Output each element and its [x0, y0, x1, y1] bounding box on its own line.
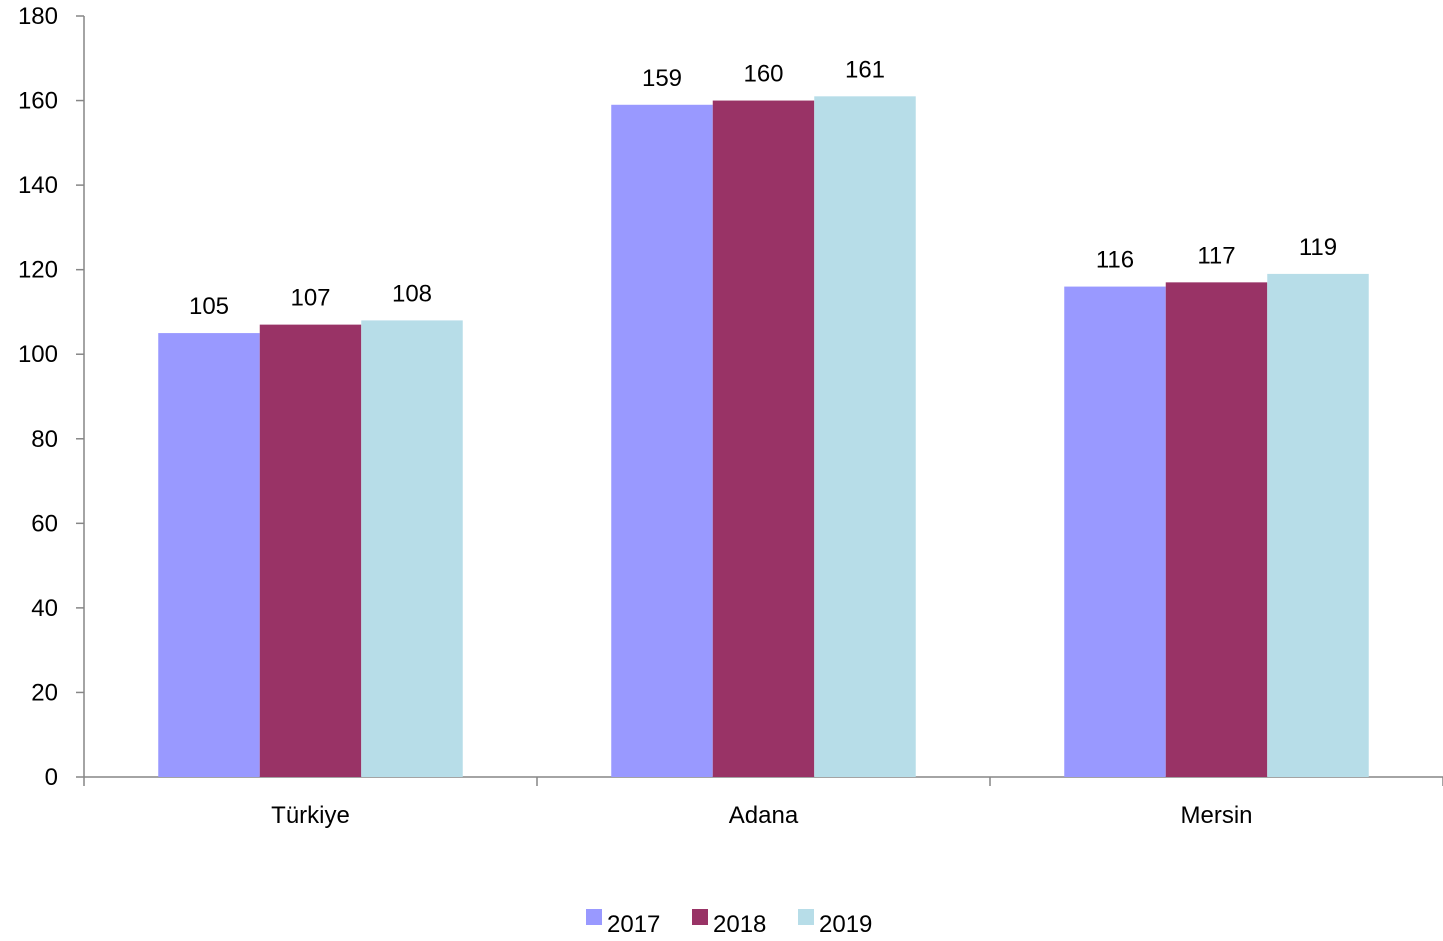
data-label: 108 [392, 280, 432, 307]
legend-swatch-2018 [692, 909, 708, 925]
data-label: 117 [1197, 242, 1235, 269]
bar-2018-Türkiye [259, 324, 362, 777]
data-label: 105 [189, 293, 229, 320]
y-tick-label: 100 [18, 341, 58, 368]
bar-2017-Mersin [1064, 286, 1166, 777]
y-axis: 0 20 40 60 80 100 120 140 160 180 [18, 3, 85, 791]
data-label: 107 [290, 285, 330, 312]
bar-2019-Adana [814, 96, 916, 778]
data-label: 119 [1299, 234, 1337, 261]
data-labels: 105 107 108 159 160 161 116 117 119 [189, 56, 1337, 320]
y-tick-label: 120 [18, 257, 58, 284]
legend-swatch-2017 [586, 909, 602, 925]
y-tick-label: 160 [18, 88, 58, 115]
bar-2018-Mersin [1165, 282, 1268, 777]
legend: 2017 2018 2019 [586, 909, 872, 938]
bar-2017-Adana [611, 104, 713, 778]
y-tick-label: 80 [31, 426, 58, 453]
x-tick-label: Mersin [1180, 802, 1252, 829]
bar-2017-Türkiye [158, 333, 260, 777]
x-tick-label: Adana [729, 802, 799, 829]
legend-label: 2017 [607, 911, 660, 938]
y-tick-label: 60 [31, 510, 58, 537]
legend-swatch-2019 [798, 909, 814, 925]
legend-label: 2019 [819, 911, 872, 938]
x-axis: Türkiye Adana Mersin [83, 776, 1443, 829]
y-tick-label: 140 [18, 172, 58, 199]
data-label: 161 [845, 56, 885, 83]
y-tick-label: 40 [31, 595, 58, 622]
y-tick-label: 20 [31, 679, 58, 706]
bars [158, 96, 1369, 778]
x-tick-label: Türkiye [271, 802, 350, 829]
bar-2019-Mersin [1267, 273, 1369, 777]
bar-2019-Türkiye [361, 320, 463, 777]
y-tick-label: 180 [18, 3, 58, 30]
bar-2018-Adana [712, 100, 815, 778]
data-label: 116 [1096, 247, 1134, 274]
legend-label: 2018 [713, 911, 766, 938]
data-label: 159 [642, 65, 682, 92]
data-label: 160 [743, 61, 783, 88]
y-tick-label: 0 [45, 764, 58, 791]
